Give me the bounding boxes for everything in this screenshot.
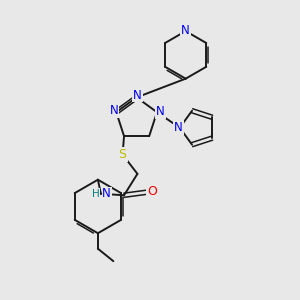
Text: H: H [92, 189, 99, 199]
Text: N: N [181, 24, 190, 37]
Text: O: O [147, 184, 157, 198]
Text: N: N [174, 121, 183, 134]
Text: N: N [102, 187, 111, 200]
Text: S: S [118, 148, 127, 161]
Text: N: N [133, 88, 142, 101]
Text: N: N [110, 104, 118, 117]
Text: N: N [156, 105, 165, 118]
